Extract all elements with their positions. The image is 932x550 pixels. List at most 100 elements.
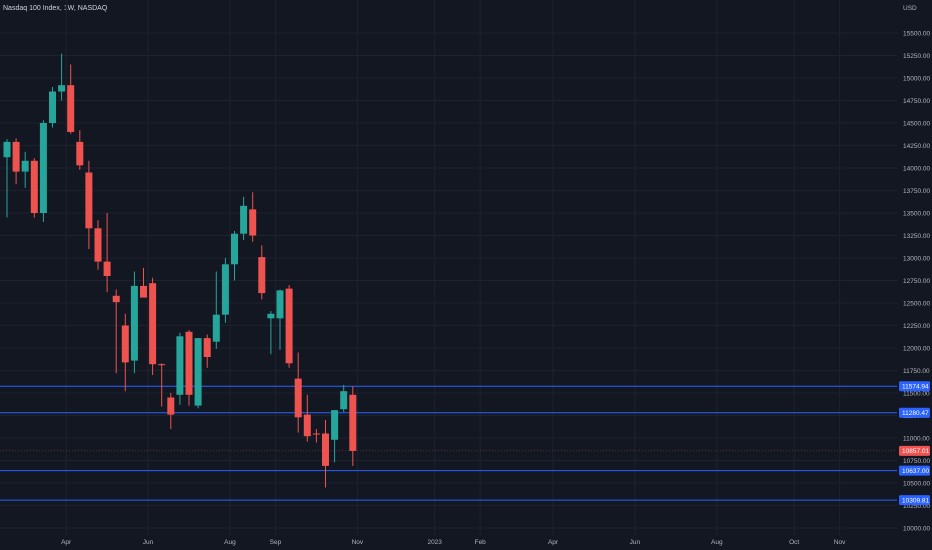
candle-body bbox=[85, 172, 93, 229]
candle-body bbox=[340, 391, 348, 410]
y-tick-label: 14250.00 bbox=[903, 143, 930, 150]
x-tick-label: Apr bbox=[548, 539, 559, 546]
y-tick-label: 14000.00 bbox=[903, 165, 930, 172]
candle bbox=[231, 231, 238, 281]
candle bbox=[58, 53, 66, 101]
candle bbox=[149, 277, 157, 375]
y-tick-label: 13500.00 bbox=[903, 210, 930, 217]
x-tick-label: 2023 bbox=[427, 539, 442, 546]
candle bbox=[194, 338, 202, 409]
price-axis[interactable]: USD 10000.00 10250.00 10500.00 10750.00 1100… bbox=[903, 5, 930, 532]
x-tick-label: Oct bbox=[789, 539, 799, 546]
horizontal-levels bbox=[0, 385, 897, 501]
candle bbox=[285, 285, 293, 368]
candle-body bbox=[212, 314, 220, 342]
y-tick-label: 11750.00 bbox=[903, 368, 930, 375]
candle-body bbox=[67, 85, 75, 132]
currency-label: USD bbox=[903, 5, 917, 12]
level-price-tag: 10309.81 bbox=[902, 497, 929, 504]
y-tick-label: 10500.00 bbox=[903, 480, 930, 487]
y-tick-label: 12000.00 bbox=[903, 345, 930, 352]
level-price-tag: 11574.94 bbox=[902, 384, 929, 391]
grid bbox=[0, 0, 897, 536]
candle bbox=[140, 267, 147, 298]
candle bbox=[212, 271, 220, 349]
y-tick-label: 15000.00 bbox=[903, 75, 930, 82]
candle-body bbox=[231, 233, 238, 265]
level-price-tag-bg bbox=[899, 465, 930, 476]
candle-body bbox=[49, 91, 56, 123]
candle bbox=[294, 352, 302, 433]
candle-body bbox=[285, 288, 293, 364]
candle-body bbox=[94, 228, 102, 262]
candle bbox=[130, 271, 138, 374]
candle bbox=[67, 64, 75, 134]
candle-body bbox=[3, 141, 11, 158]
candle bbox=[312, 429, 320, 443]
candle bbox=[331, 410, 339, 463]
level-price-tag-bg bbox=[899, 381, 930, 392]
candle bbox=[39, 120, 47, 222]
y-tick-label: 10750.00 bbox=[903, 458, 930, 465]
candle bbox=[112, 289, 120, 374]
candle bbox=[167, 393, 175, 429]
y-tick-label: 13000.00 bbox=[903, 255, 930, 262]
y-tick-label: 15500.00 bbox=[903, 30, 930, 37]
candle-body bbox=[294, 378, 302, 418]
candle-body bbox=[303, 414, 311, 437]
x-tick-label: Nov bbox=[352, 539, 364, 546]
candle bbox=[185, 330, 193, 406]
y-tick-label: 12500.00 bbox=[903, 300, 930, 307]
x-tick-label: Apr bbox=[61, 539, 72, 546]
y-tick-label: 13750.00 bbox=[903, 188, 930, 195]
x-tick-label: Nov bbox=[834, 539, 846, 546]
candle bbox=[3, 139, 11, 218]
y-tick-label: 14750.00 bbox=[903, 98, 930, 105]
candle bbox=[76, 130, 84, 170]
candle bbox=[203, 334, 211, 368]
candle-body bbox=[121, 325, 129, 363]
candle bbox=[221, 258, 229, 323]
candle-body bbox=[194, 338, 202, 406]
level-price-tag: 11280.47 bbox=[902, 410, 929, 417]
candle bbox=[258, 245, 266, 300]
y-tick-label: 11000.00 bbox=[903, 435, 930, 442]
candle-body bbox=[203, 338, 211, 357]
candle bbox=[30, 158, 38, 218]
candle-body bbox=[312, 433, 320, 435]
candles bbox=[3, 53, 357, 488]
candle-body bbox=[322, 433, 329, 466]
candle-body bbox=[30, 160, 38, 213]
y-tick-label: 13250.00 bbox=[903, 233, 930, 240]
candle bbox=[303, 394, 311, 442]
candle bbox=[276, 289, 284, 350]
candle-body bbox=[276, 290, 284, 319]
candle-body bbox=[149, 283, 157, 365]
time-axis[interactable]: Apr Jun Aug Sep Nov 2023 Feb Apr Jun Aug Oct Nov bbox=[61, 539, 846, 546]
candle-body bbox=[258, 257, 266, 294]
x-tick-label: Aug bbox=[224, 539, 236, 546]
candle-body bbox=[240, 205, 248, 234]
y-tick-label: 14500.00 bbox=[903, 120, 930, 127]
candle-body bbox=[331, 410, 339, 440]
last-price-tag: 10857.01 bbox=[902, 448, 929, 455]
candle bbox=[249, 192, 257, 242]
candle bbox=[340, 384, 348, 412]
candle bbox=[12, 138, 20, 185]
candle bbox=[176, 332, 184, 405]
y-tick-label: 10250.00 bbox=[903, 503, 930, 510]
candle-body bbox=[167, 397, 175, 415]
y-tick-label: 12750.00 bbox=[903, 278, 930, 285]
candle-body bbox=[103, 261, 111, 276]
candle bbox=[349, 386, 357, 466]
candle bbox=[85, 160, 93, 249]
candle bbox=[121, 313, 129, 392]
candle-body bbox=[12, 141, 20, 172]
y-tick-label: 11500.00 bbox=[903, 390, 930, 397]
level-price-tag-bg bbox=[899, 407, 930, 418]
candle bbox=[21, 151, 29, 188]
level-price-tag-bg bbox=[899, 495, 930, 506]
level-price-tag: 10637.00 bbox=[902, 468, 929, 475]
candle-body bbox=[58, 85, 66, 92]
